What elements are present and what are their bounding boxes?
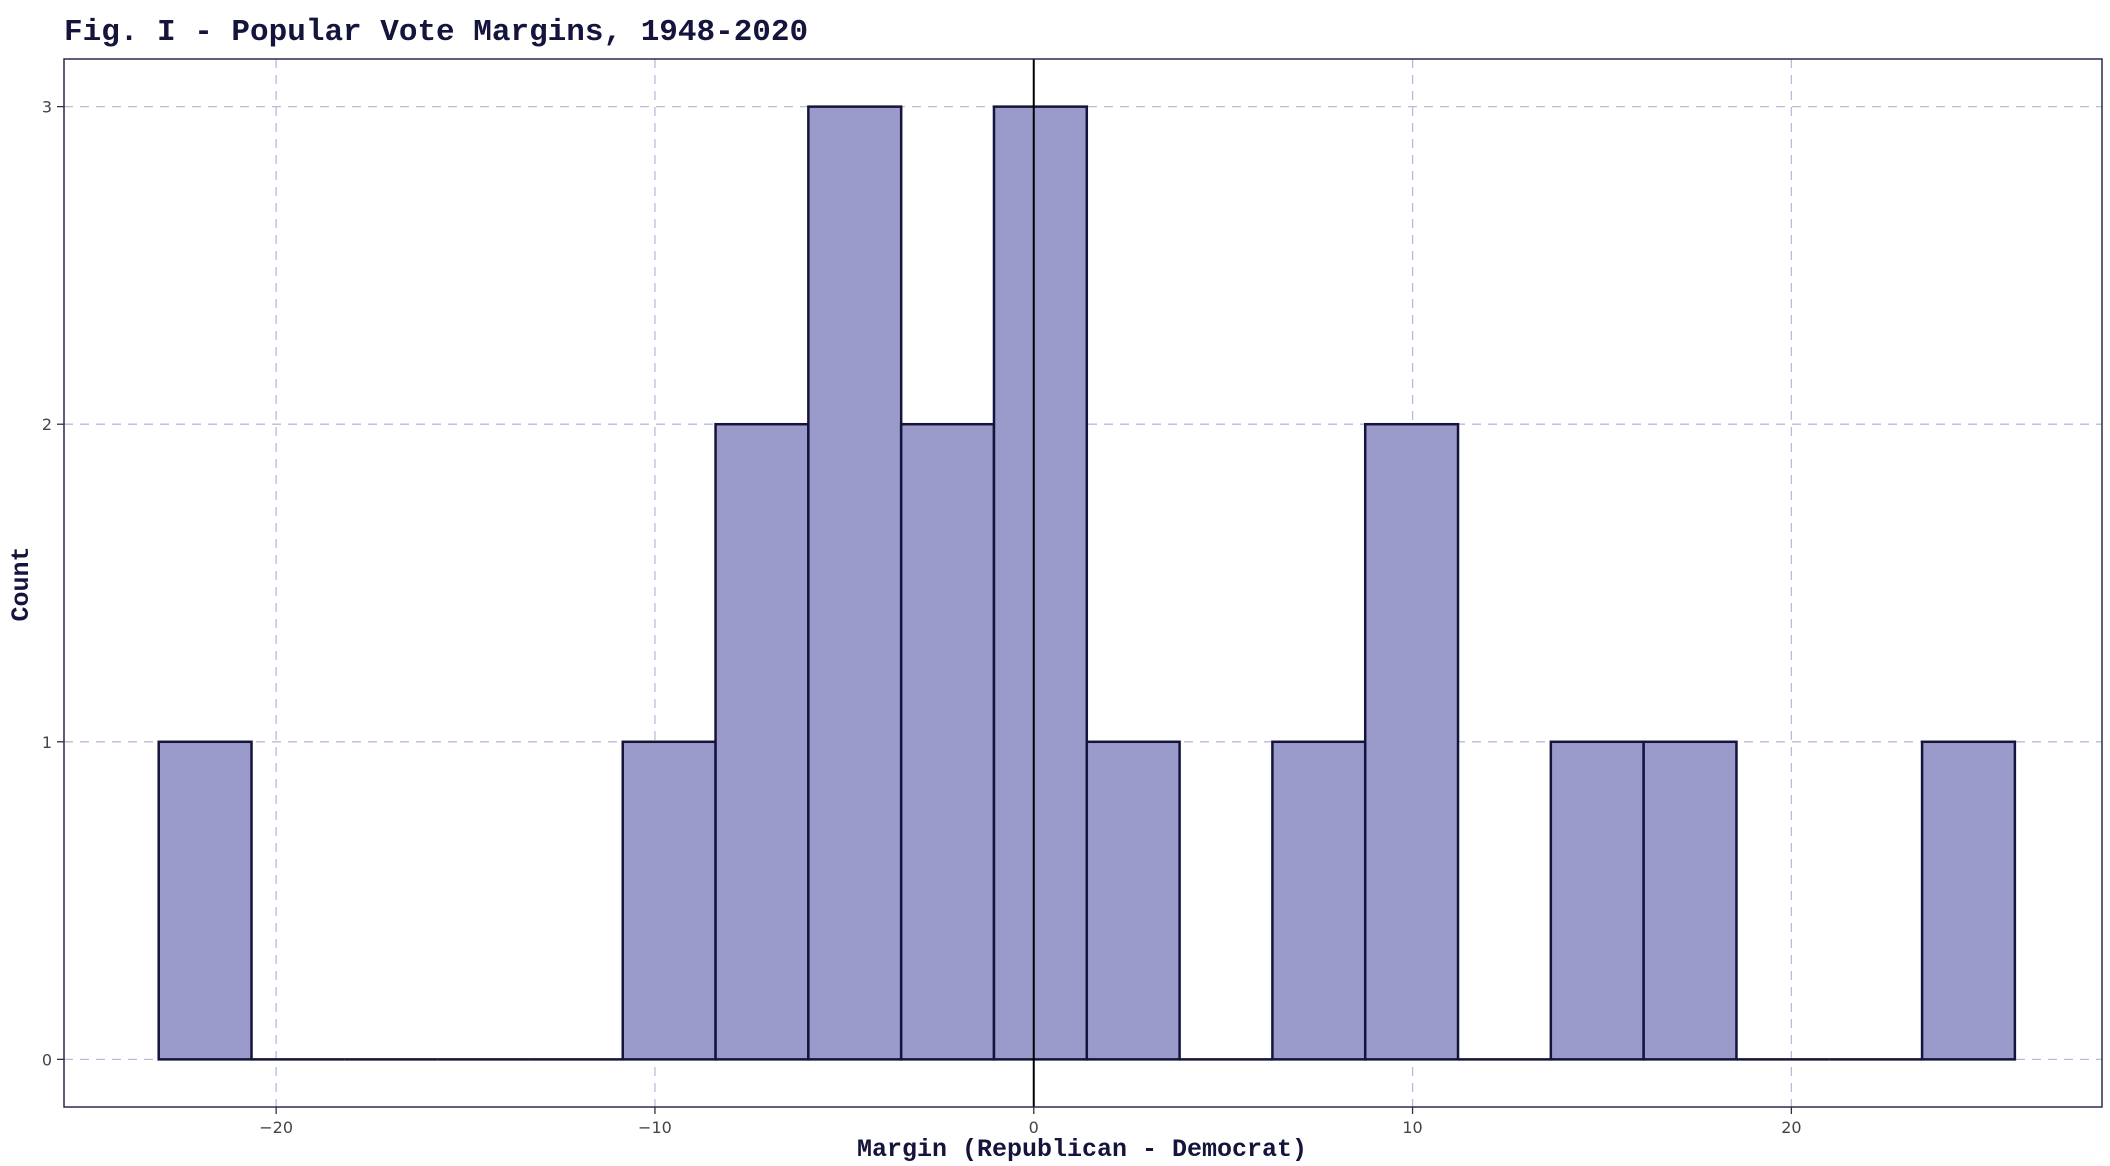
x-tick-label: −10 <box>638 1118 672 1137</box>
histogram-bar <box>1642 740 1738 1061</box>
chart-title: Fig. I - Popular Vote Margins, 1948-2020 <box>64 15 808 50</box>
x-axis-title: Margin (Republican - Democrat) <box>857 1135 1307 1164</box>
x-tick-label: 0 <box>1029 1118 1039 1137</box>
x-tick-label: 10 <box>1402 1118 1422 1137</box>
histogram-bar <box>1085 740 1181 1061</box>
histogram-bar <box>157 740 253 1061</box>
histogram-bar <box>714 422 810 1061</box>
histogram-bar <box>807 105 903 1061</box>
histogram-bar <box>1363 422 1460 1061</box>
histogram-bar <box>1271 740 1367 1061</box>
y-tick-label: 2 <box>42 415 52 434</box>
y-tick-label: 3 <box>42 98 52 117</box>
panel-border <box>63 58 2103 1108</box>
histogram-bar <box>1920 740 2017 1061</box>
y-tick-label: 1 <box>42 733 52 752</box>
plot-panel: −20 −10 0 10 20 0 1 2 3 <box>42 58 2103 1137</box>
histogram-bar <box>992 105 1089 1061</box>
x-tick-label: −20 <box>259 1118 293 1137</box>
y-tick-label: 0 <box>42 1050 52 1069</box>
x-tick-label: 20 <box>1781 1118 1801 1137</box>
histogram-bar <box>1549 740 1645 1061</box>
histogram-bar <box>899 422 996 1061</box>
y-axis-title: Count <box>7 546 36 621</box>
histogram-bar <box>621 740 717 1061</box>
